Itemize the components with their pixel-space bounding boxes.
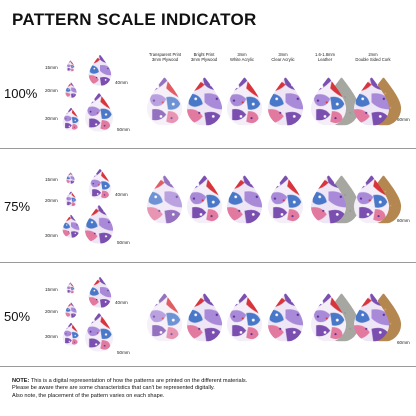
teardrop-bright-print: [186, 76, 223, 126]
teardrop-bright-print: [186, 174, 223, 224]
column-header-bright-print: Bright Print 3mm Plywood: [176, 52, 232, 62]
size-label-40mm: 40mm: [115, 192, 128, 197]
note-text: NOTE: This is a digital representation o…: [12, 378, 406, 400]
size-label-30mm: 30mm: [45, 233, 58, 238]
teardrop-leather: [310, 76, 347, 126]
note-label: NOTE:: [12, 378, 30, 384]
teardrop-sample-40mm: [88, 54, 112, 86]
teardrop-sample-20mm: [65, 191, 77, 207]
teardrop-white-acrylic: [226, 76, 263, 126]
scale-label-50: 50%: [4, 309, 31, 324]
column-header-white-acrylic: 3mm White Acrylic: [214, 52, 270, 62]
teardrop-sample-20mm: [65, 302, 77, 318]
note-line-3: Also note, the placement of the pattern …: [12, 392, 165, 399]
size-label-30mm: 30mm: [45, 334, 58, 339]
size-label-15mm: 15mm: [45, 287, 58, 292]
teardrop-sample-30mm: [62, 107, 80, 131]
column-header-line2: Double Sided Cork: [355, 57, 391, 62]
column-header-line1: 3mm: [237, 52, 247, 57]
size-label-40mm: 40mm: [115, 300, 128, 305]
size-label-60mm: 60mm: [397, 218, 410, 223]
size-label-60mm: 60mm: [397, 340, 410, 345]
teardrop-sample-40mm: [88, 276, 112, 308]
column-header-line1: 1.6-1.8mm: [314, 52, 335, 57]
teardrop-bright-print: [186, 292, 223, 342]
teardrop-white-acrylic: [226, 292, 263, 342]
column-header-line1: Transparent Print: [148, 52, 182, 57]
teardrop-clear-acrylic: [267, 76, 304, 126]
column-header-clear-acrylic: 3mm Clear Acrylic: [255, 52, 311, 62]
row-divider: [0, 148, 416, 149]
column-header-double-sided-cork: 2mm Double Sided Cork: [345, 52, 401, 62]
teardrop-double-sided-cork: [353, 76, 390, 126]
teardrop-sample-50mm: [84, 312, 114, 352]
column-header-line1: 2mm: [368, 52, 378, 57]
column-header-line2: Leather: [317, 57, 333, 62]
note-line-2: Please be aware there are some character…: [12, 385, 215, 392]
teardrop-sample-15mm: [66, 60, 75, 72]
teardrop-sample-15mm: [66, 172, 75, 184]
teardrop-sample-20mm: [65, 82, 77, 98]
size-label-50mm: 50mm: [117, 240, 130, 245]
note-line-1: This is a digital representation of how …: [30, 378, 248, 384]
scale-label-100: 100%: [4, 86, 38, 101]
size-label-20mm: 20mm: [45, 198, 58, 203]
size-label-50mm: 50mm: [117, 350, 130, 355]
size-label-60mm: 60mm: [397, 117, 410, 122]
column-header-line2: White Acrylic: [230, 57, 254, 62]
size-label-20mm: 20mm: [45, 309, 58, 314]
teardrop-transparent-print: [146, 174, 183, 224]
column-header-transparent-print: Transparent Print 3mm Plywood: [137, 52, 193, 62]
teardrop-sample-30mm: [62, 322, 80, 346]
teardrop-sample-15mm: [66, 282, 75, 294]
teardrop-transparent-print: [146, 292, 183, 342]
teardrop-transparent-print: [146, 76, 183, 126]
column-header-line2: 3mm Plywood: [151, 57, 179, 62]
teardrop-clear-acrylic: [267, 292, 304, 342]
size-label-20mm: 20mm: [45, 88, 58, 93]
teardrop-sample-50mm: [84, 92, 114, 132]
teardrop-sample-40mm: [88, 168, 112, 200]
scale-label-75: 75%: [4, 199, 31, 214]
page-title: PATTERN SCALE INDICATOR: [12, 10, 257, 29]
teardrop-sample-50mm: [84, 204, 114, 244]
teardrop-leather: [310, 174, 347, 224]
teardrop-double-sided-cork: [353, 174, 390, 224]
size-label-30mm: 30mm: [45, 116, 58, 121]
size-label-40mm: 40mm: [115, 80, 128, 85]
row-divider: [0, 262, 416, 263]
size-label-15mm: 15mm: [45, 177, 58, 182]
column-header-line2: Clear Acrylic: [271, 57, 295, 62]
teardrop-double-sided-cork: [353, 292, 390, 342]
column-header-leather: 1.6-1.8mm Leather: [297, 52, 353, 62]
teardrop-white-acrylic: [226, 174, 263, 224]
row-divider: [0, 366, 416, 367]
column-header-line2: 3mm Plywood: [190, 57, 218, 62]
teardrop-clear-acrylic: [267, 174, 304, 224]
column-header-line1: Bright Print: [193, 52, 215, 57]
size-label-15mm: 15mm: [45, 65, 58, 70]
teardrop-sample-30mm: [62, 214, 80, 238]
teardrop-leather: [310, 292, 347, 342]
column-header-line1: 3mm: [278, 52, 288, 57]
size-label-50mm: 50mm: [117, 127, 130, 132]
